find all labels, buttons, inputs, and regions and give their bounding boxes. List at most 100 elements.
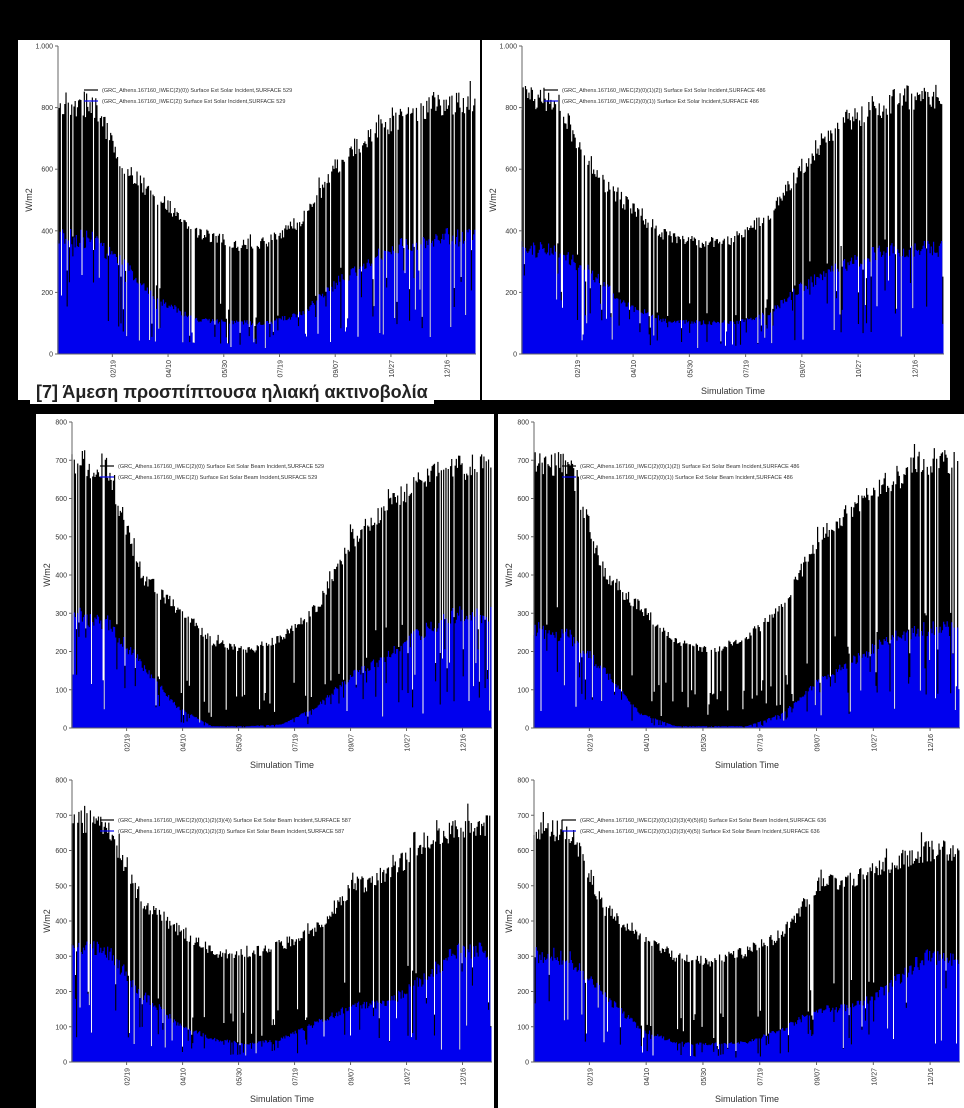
- y-tick-label: 200: [41, 290, 53, 297]
- y-tick-label: 100: [517, 1024, 529, 1031]
- y-tick-label: 800: [517, 778, 529, 785]
- y-axis-label: W/m2: [504, 909, 514, 933]
- y-tick-label: 0: [63, 726, 67, 733]
- y-axis-label: W/m2: [488, 188, 498, 212]
- y-tick-label: 800: [517, 420, 529, 427]
- y-tick-label: 300: [517, 611, 529, 618]
- y-axis-label: W/m2: [504, 563, 514, 587]
- x-axis-label: Simulation Time: [715, 760, 779, 770]
- x-tick-label: 10/27: [856, 360, 863, 378]
- y-tick-label: 1.000: [35, 44, 53, 51]
- x-tick-label: 10/27: [405, 1068, 412, 1086]
- y-tick-label: 200: [517, 649, 529, 656]
- legend-entry: (GRC_Athens.167160_IWEC(2)(0)(1)(2)(3)(4…: [118, 818, 351, 824]
- chart-panel-5: 0 100 200 300 400 500 600 700 800 02/19 04/10 05/30…: [36, 772, 494, 1108]
- y-tick-label: 700: [55, 813, 67, 820]
- x-tick-label: 12/16: [912, 360, 919, 378]
- x-tick-label: 05/30: [687, 360, 694, 378]
- y-tick-label: 0: [525, 726, 529, 733]
- legend-entry: (GRC_Athens.167160_IWEC(2)(0)(1)) Surfac…: [580, 475, 793, 481]
- x-tick-label: 04/10: [631, 360, 638, 378]
- chart-panel-1: 0 200 400 600 800 1.000 02/19 04/10 05/30 07/19 09…: [18, 40, 480, 400]
- chart-svg: 0 200 400 600 800 1.000 02/19 04/10 05/30 07/19 09…: [24, 44, 476, 396]
- x-tick-label: 12/16: [461, 1068, 468, 1086]
- x-tick-label: 05/30: [237, 734, 244, 752]
- legend-entry: (GRC_Athens.167160_IWEC(2)) Surface Ext …: [102, 99, 285, 105]
- x-tick-label: 09/07: [815, 734, 822, 752]
- y-tick-label: 600: [517, 496, 529, 503]
- x-tick-label: 07/19: [293, 734, 300, 752]
- y-tick-label: 500: [55, 883, 67, 890]
- legend-entry: (GRC_Athens.167160_IWEC(2)(0)) Surface E…: [118, 464, 324, 470]
- y-tick-label: 800: [55, 420, 67, 427]
- chart-svg: 0 100 200 300 400 500 600 700 800 02/19 04/10 05/30…: [504, 420, 960, 770]
- x-tick-label: 12/16: [461, 734, 468, 752]
- legend-entry: (GRC_Athens.167160_IWEC(2)(0)) Surface E…: [102, 88, 292, 94]
- y-tick-label: 300: [55, 954, 67, 961]
- x-axis-label: Simulation Time: [701, 386, 765, 396]
- y-tick-label: 0: [63, 1060, 67, 1067]
- x-tick-label: 09/07: [333, 360, 340, 378]
- y-tick-label: 400: [517, 573, 529, 580]
- figure-caption: [7] Άμεση προσπίπτουσα ηλιακή ακτινοβολί…: [30, 380, 434, 404]
- x-tick-label: 02/19: [587, 1068, 594, 1086]
- legend-entry: (GRC_Athens.167160_IWEC(2)(0)(1)(2)(3)) …: [118, 829, 344, 835]
- x-tick-label: 09/07: [349, 1068, 356, 1086]
- legend-entry: (GRC_Athens.167160_IWEC(2)(0)(1)) Surfac…: [562, 99, 759, 105]
- y-axis-label: W/m2: [24, 188, 34, 212]
- x-tick-label: 04/10: [181, 1068, 188, 1086]
- x-tick-label: 07/19: [293, 1068, 300, 1086]
- x-tick-label: 02/19: [587, 734, 594, 752]
- y-tick-label: 400: [505, 228, 517, 235]
- y-tick-label: 300: [55, 611, 67, 618]
- y-tick-label: 500: [55, 534, 67, 541]
- x-tick-label: 07/19: [758, 734, 765, 752]
- y-axis-label: W/m2: [42, 563, 52, 587]
- y-tick-label: 600: [41, 167, 53, 174]
- chart-svg: 0 100 200 300 400 500 600 700 800 02/19 04/10 05/30…: [42, 420, 492, 770]
- y-tick-label: 0: [525, 1060, 529, 1067]
- y-tick-label: 400: [55, 573, 67, 580]
- y-tick-label: 300: [517, 954, 529, 961]
- x-tick-label: 04/10: [181, 734, 188, 752]
- chart-svg: 0 200 400 600 800 1.000 02/19 04/10 05/30 07/19 09…: [488, 44, 944, 396]
- y-tick-label: 400: [517, 919, 529, 926]
- x-tick-label: 10/27: [405, 734, 412, 752]
- y-axis-label: W/m2: [42, 909, 52, 933]
- x-tick-label: 12/16: [445, 360, 452, 378]
- y-tick-label: 700: [517, 458, 529, 465]
- x-tick-label: 10/27: [871, 734, 878, 752]
- x-axis-label: Simulation Time: [250, 760, 314, 770]
- x-tick-label: 04/10: [644, 734, 651, 752]
- y-tick-label: 500: [517, 534, 529, 541]
- x-tick-label: 05/30: [701, 1068, 708, 1086]
- y-tick-label: 200: [55, 989, 67, 996]
- legend-entry: (GRC_Athens.167160_IWEC(2)) Surface Ext …: [118, 475, 317, 481]
- legend-entry: (GRC_Athens.167160_IWEC(2)(0)(1)(2)) Sur…: [580, 464, 799, 470]
- y-tick-label: 100: [55, 687, 67, 694]
- legend-entry: (GRC_Athens.167160_IWEC(2)(0)(1)(2)(3)(4…: [580, 829, 820, 835]
- chart-panel-2: 0 200 400 600 800 1.000 02/19 04/10 05/30 07/19 09…: [482, 40, 950, 400]
- chart-svg: 0 100 200 300 400 500 600 700 800 02/19 04/10 05/30…: [504, 778, 960, 1104]
- legend-entry: (GRC_Athens.167160_IWEC(2)(0)(1)(2)(3)(4…: [580, 818, 826, 824]
- y-tick-label: 700: [55, 458, 67, 465]
- x-tick-label: 09/07: [815, 1068, 822, 1086]
- x-tick-label: 02/19: [110, 360, 117, 378]
- x-tick-label: 02/19: [575, 360, 582, 378]
- x-tick-label: 05/30: [701, 734, 708, 752]
- y-tick-label: 200: [55, 649, 67, 656]
- y-tick-label: 100: [517, 687, 529, 694]
- y-tick-label: 400: [55, 919, 67, 926]
- x-tick-label: 07/19: [744, 360, 751, 378]
- y-tick-label: 1.000: [499, 44, 517, 51]
- x-tick-label: 04/10: [166, 360, 173, 378]
- y-tick-label: 500: [517, 883, 529, 890]
- x-tick-label: 09/07: [349, 734, 356, 752]
- y-tick-label: 700: [517, 813, 529, 820]
- legend-entry: (GRC_Athens.167160_IWEC(2)(0)(1)(2)) Sur…: [562, 88, 766, 94]
- x-tick-label: 05/30: [222, 360, 229, 378]
- y-tick-label: 600: [517, 848, 529, 855]
- x-tick-label: 02/19: [125, 734, 132, 752]
- y-tick-label: 0: [513, 352, 517, 359]
- y-tick-label: 100: [55, 1024, 67, 1031]
